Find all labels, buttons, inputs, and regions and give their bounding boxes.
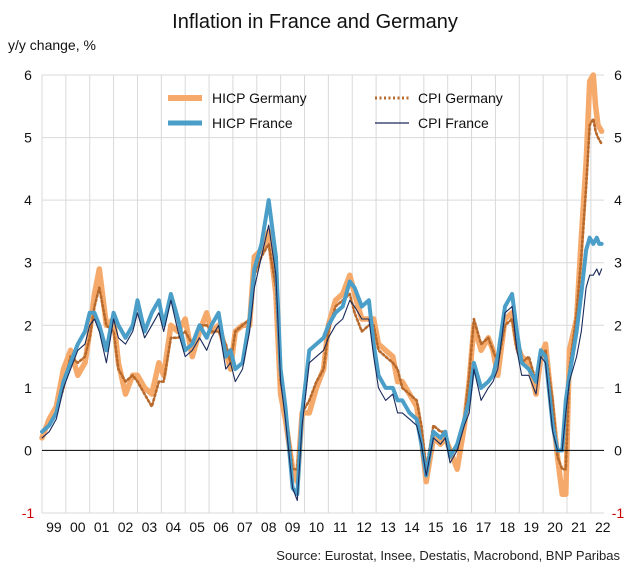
y-tick-label-right: 6 (614, 67, 622, 83)
y-ticks-left: -1 0 1 2 3 4 5 6 (22, 67, 35, 521)
x-tick-label: 20 (547, 519, 563, 535)
x-tick-label: 18 (500, 519, 516, 535)
x-tick-label: 10 (309, 519, 325, 535)
x-tick-label: 12 (356, 519, 372, 535)
gridlines (41, 74, 604, 514)
x-tick-label: 16 (452, 519, 468, 535)
source-note: Source: Eurostat, Insee, Destatis, Macro… (276, 548, 620, 563)
y-tick-label-left: -1 (22, 505, 35, 521)
x-tick-label: 22 (595, 519, 611, 535)
series-line-cpi-france (41, 224, 603, 502)
legend-label-hicp-france: HICP France (212, 115, 293, 131)
y-tick-label-left: 0 (24, 442, 32, 458)
y-tick-label-left: 3 (24, 255, 32, 271)
y-tick-label-right: 1 (614, 380, 622, 396)
legend-label-cpi-france: CPI France (418, 115, 489, 131)
y-tick-label-right: 0 (614, 442, 622, 458)
x-ticks: 99 00 01 02 03 04 05 06 07 08 09 10 11 12 13 14 15 16 17 18… (46, 519, 611, 535)
x-tick-label: 08 (261, 519, 277, 535)
series-line-hicp-france (40, 198, 604, 497)
series-layer (39, 72, 605, 502)
y-tick-label-right: 4 (614, 192, 622, 208)
y-tick-label-left: 6 (24, 67, 32, 83)
y-tick-label-left: 4 (24, 192, 32, 208)
y-tick-label-right: 2 (614, 317, 622, 333)
y-tick-label-left: 5 (24, 130, 32, 146)
x-tick-label: 14 (404, 519, 420, 535)
x-tick-label: 15 (428, 519, 444, 535)
y-tick-label-right: 3 (614, 255, 622, 271)
x-tick-label: 13 (380, 519, 396, 535)
x-tick-label: 11 (333, 519, 348, 535)
x-tick-label: 04 (165, 519, 181, 535)
legend: HICP Germany CPI Germany HICP France CPI… (168, 90, 503, 131)
x-tick-label: 00 (70, 519, 86, 535)
series-line-cpi-germany (40, 117, 603, 471)
x-tick-label: 03 (142, 519, 158, 535)
y-axis-label: y/y change, % (8, 37, 96, 53)
x-tick-label: 99 (46, 519, 62, 535)
x-tick-label: 21 (571, 519, 587, 535)
x-tick-label: 19 (523, 519, 539, 535)
x-tick-label: 05 (189, 519, 205, 535)
y-tick-label-right: -1 (612, 505, 625, 521)
x-tick-label: 02 (118, 519, 134, 535)
x-tick-label: 06 (213, 519, 229, 535)
legend-label-hicp-germany: HICP Germany (212, 90, 307, 106)
x-tick-label: 17 (476, 519, 492, 535)
x-tick-label: 01 (94, 519, 110, 535)
legend-label-cpi-germany: CPI Germany (418, 90, 503, 106)
chart-title: Inflation in France and Germany (172, 11, 458, 33)
x-tick-label: 09 (285, 519, 301, 535)
y-ticks-right: -1 0 1 2 3 4 5 6 (612, 67, 625, 521)
y-tick-label-right: 5 (614, 130, 622, 146)
y-tick-label-left: 2 (24, 317, 32, 333)
y-tick-label-left: 1 (24, 380, 32, 396)
x-tick-label: 07 (237, 519, 253, 535)
